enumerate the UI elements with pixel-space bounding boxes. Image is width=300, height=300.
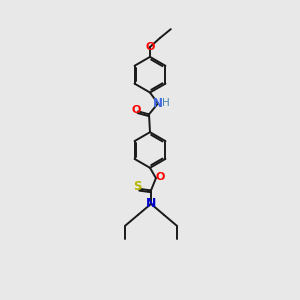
Text: H: H	[162, 98, 170, 108]
Text: O: O	[145, 42, 155, 52]
Text: N: N	[153, 97, 163, 110]
Text: O: O	[156, 172, 165, 182]
Text: S: S	[133, 180, 142, 194]
Text: N: N	[146, 197, 156, 210]
Text: O: O	[132, 105, 141, 115]
